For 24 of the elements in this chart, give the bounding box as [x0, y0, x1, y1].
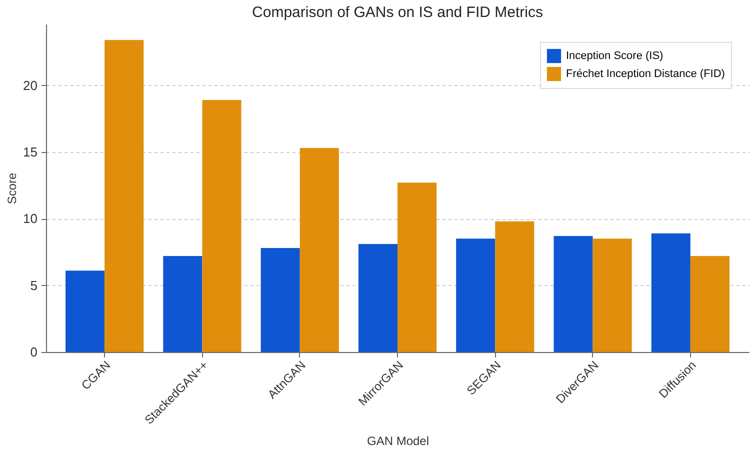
- bar: [104, 40, 144, 352]
- bar: [300, 148, 339, 352]
- y-tick-label: 10: [23, 211, 38, 226]
- bar: [358, 244, 398, 352]
- y-tick-label: 20: [23, 78, 38, 93]
- chart-title: Comparison of GANs on IS and FID Metrics: [252, 4, 543, 21]
- bar: [690, 256, 730, 352]
- bar: [398, 182, 437, 352]
- legend-label: Fréchet Inception Distance (FID): [566, 68, 725, 80]
- bar: [260, 248, 300, 352]
- y-tick-label: 5: [30, 278, 38, 293]
- bar: [592, 238, 632, 352]
- bar: [202, 100, 242, 352]
- y-tick-label: 0: [30, 344, 38, 360]
- bar: [66, 270, 105, 352]
- bar: [163, 256, 202, 352]
- y-axis-title: Score: [5, 172, 20, 204]
- bar: [495, 221, 534, 352]
- bar: [456, 238, 496, 352]
- x-axis-title: GAN Model: [366, 434, 430, 448]
- bar: [651, 233, 690, 352]
- bar: [554, 236, 593, 352]
- y-tick-label: 15: [23, 144, 38, 160]
- legend-label: Inception Score (IS): [566, 50, 664, 62]
